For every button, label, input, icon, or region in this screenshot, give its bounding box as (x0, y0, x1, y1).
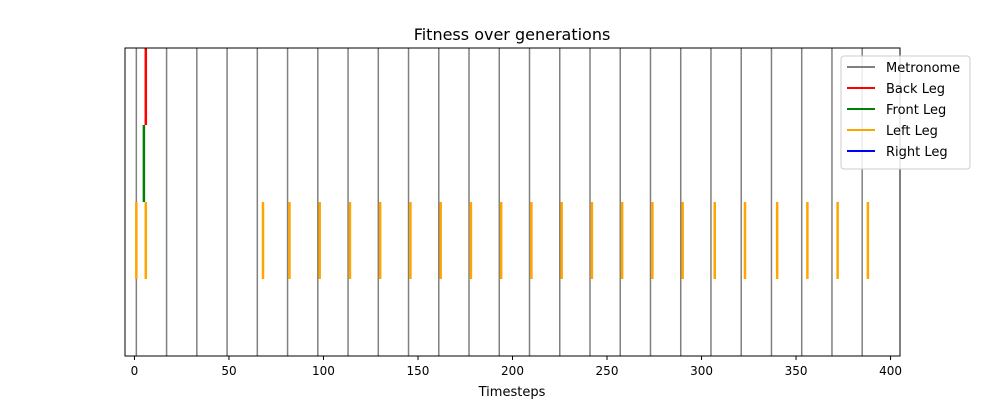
x-axis-label: Timesteps (478, 385, 546, 400)
legend: Metronome Back Leg Front Leg Left Leg Right … (840, 55, 971, 170)
x-tick-label-50: 50 (221, 364, 236, 378)
x-axis-ticks: 0 50 100 150 200 250 300 350 400 (131, 356, 902, 378)
x-tick-label-350: 350 (785, 364, 808, 378)
legend-label-metronome: Metronome (886, 61, 960, 76)
x-tick-label-400: 400 (879, 364, 902, 378)
x-tick-label-200: 200 (501, 364, 524, 378)
legend-label-front-leg: Front Leg (886, 103, 946, 118)
x-tick-label-300: 300 (690, 364, 713, 378)
plot-frame (124, 47, 901, 357)
x-tick-label-150: 150 (407, 364, 430, 378)
x-tick-label-0: 0 (131, 364, 139, 378)
x-tick-label-100: 100 (312, 364, 335, 378)
legend-box (840, 55, 971, 170)
event-lines (135, 48, 870, 356)
legend-label-back-leg: Back Leg (886, 82, 945, 97)
legend-label-left-leg: Left Leg (886, 124, 938, 139)
x-tick-label-250: 250 (596, 364, 619, 378)
legend-label-right-leg: Right Leg (886, 145, 948, 160)
chart-title: Fitness over generations (414, 25, 611, 44)
